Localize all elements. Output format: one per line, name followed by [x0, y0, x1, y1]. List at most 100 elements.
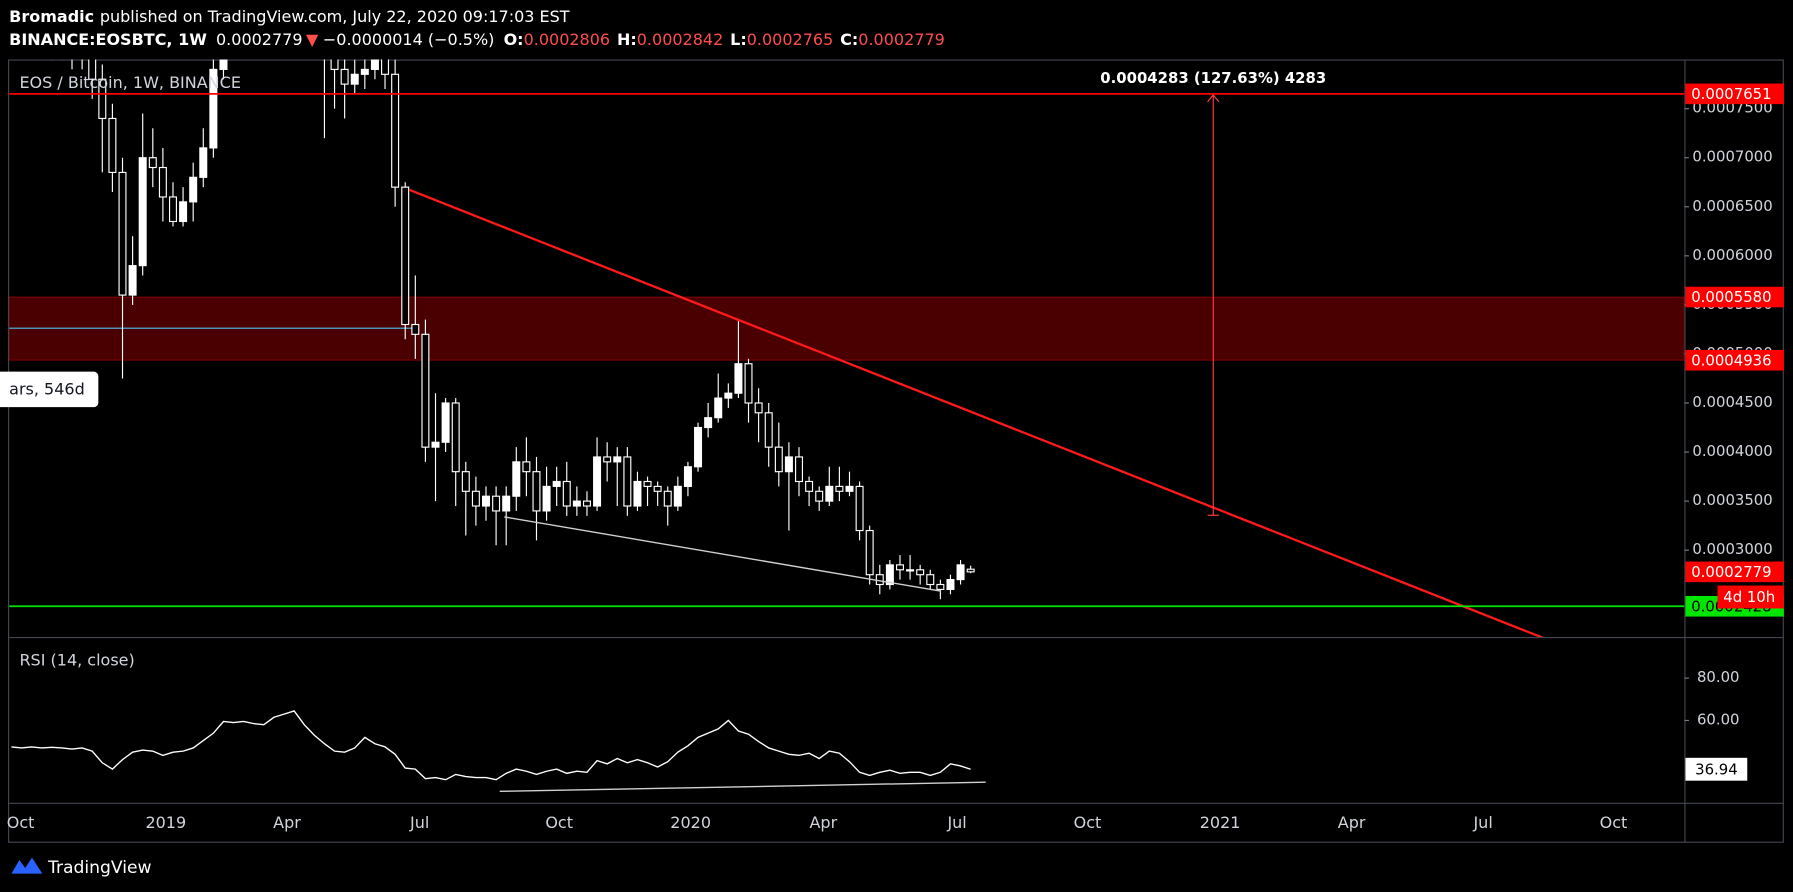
- candle-body: [451, 402, 460, 473]
- x-tick-label: Oct: [1600, 813, 1628, 832]
- rsi-line: [11, 710, 971, 781]
- candle-body: [350, 73, 359, 85]
- candle-body: [683, 466, 692, 487]
- candle-body: [825, 485, 834, 502]
- y-tick-label: 0.0003500: [1692, 491, 1772, 509]
- measure-arrow: [1207, 94, 1220, 103]
- candle-body: [956, 564, 965, 581]
- candle-body: [714, 397, 723, 419]
- y-tick-label: 0.0006000: [1692, 246, 1772, 264]
- candle-body: [219, 59, 228, 70]
- brand: TradingView: [47, 858, 152, 878]
- y-tick-label: 0.0004000: [1692, 442, 1772, 460]
- candle-body: [784, 456, 793, 473]
- countdown: 4d 10h: [1723, 588, 1775, 606]
- level-label: 0.0007651: [1691, 85, 1771, 103]
- level-label-box: [1685, 286, 1784, 308]
- candle-body: [946, 579, 955, 590]
- direction: ▼: [306, 30, 319, 49]
- author: Bromadic: [9, 7, 94, 26]
- candle-body: [542, 485, 551, 512]
- logo: [11, 857, 43, 874]
- trend-line: [504, 516, 942, 592]
- chart-title: EOS / Bitcoin, 1W, BINANCE: [19, 73, 241, 92]
- y-tick-label: 0.0003000: [1692, 540, 1772, 558]
- candle-body: [532, 471, 541, 512]
- callout-box: [0, 371, 99, 408]
- l-value: 0.0002765: [747, 30, 834, 49]
- candle-body: [572, 500, 581, 507]
- candle-body: [895, 564, 904, 571]
- x-tick-label: Oct: [545, 813, 573, 832]
- candle-body: [805, 480, 814, 492]
- callout: ars, 546d: [9, 379, 85, 398]
- change: −0.0000014 (−0.5%): [323, 30, 495, 49]
- axes: 0.0003000 0.0003500 0.0004000 0.0004500 0.00…: [7, 69, 1784, 832]
- candle-body: [411, 323, 420, 335]
- candle-body: [360, 68, 369, 75]
- o-label: O:: [504, 30, 524, 49]
- candle-body: [502, 495, 511, 512]
- candle-body: [391, 73, 400, 188]
- level-label: 0.0004936: [1691, 351, 1771, 369]
- candle-body: [481, 495, 490, 507]
- candle-body: [199, 147, 208, 178]
- candle-body: [562, 480, 571, 507]
- candle-body: [461, 471, 470, 492]
- candle-body: [441, 402, 450, 443]
- candle-body: [603, 456, 612, 463]
- candle-body: [865, 529, 874, 576]
- o-value: 0.0002806: [524, 30, 611, 49]
- last-price: 0.0002779: [216, 30, 303, 49]
- c-value: 0.0002779: [858, 30, 945, 49]
- header-quote: BINANCE:EOSBTC, 1W 0.0002779 ▼ −0.0000014 (…: [9, 30, 945, 49]
- candle-body: [431, 441, 440, 448]
- candle-body: [370, 59, 379, 70]
- x-tick-label: Apr: [273, 813, 301, 832]
- candle-body: [189, 176, 198, 203]
- candle-body: [835, 485, 844, 492]
- candle-body: [340, 68, 349, 85]
- level-label-box: [1685, 83, 1784, 105]
- h-label: H:: [617, 30, 637, 49]
- candle-body: [421, 333, 430, 448]
- logo-mark: [11, 857, 43, 874]
- l-label: L:: [730, 30, 747, 49]
- y-tick-label: 0.0004500: [1692, 393, 1772, 411]
- candle-body: [966, 568, 975, 573]
- trend-line: [499, 781, 986, 793]
- candle-body: [108, 117, 117, 173]
- candle-body: [704, 417, 713, 429]
- y-tick-label: 0.0007000: [1692, 148, 1772, 166]
- candle-body: [118, 171, 127, 296]
- candle-body: [694, 426, 703, 468]
- candle-body: [795, 456, 804, 483]
- candle-body: [663, 490, 672, 507]
- rsi-title: RSI (14, close): [19, 650, 134, 669]
- candle-body: [138, 157, 147, 267]
- x-tick-label: Jul: [1472, 813, 1492, 832]
- candle-body: [754, 402, 763, 414]
- candle-body: [179, 201, 188, 223]
- x-tick-label: 2020: [670, 813, 711, 832]
- candle-body: [623, 456, 632, 507]
- candle-body: [764, 412, 773, 448]
- h-value: 0.0002842: [637, 30, 724, 49]
- rsi-label: 36.94: [1695, 760, 1738, 778]
- candle-body: [88, 59, 97, 80]
- candle-body: [209, 68, 218, 149]
- rsi-label-box: [1685, 757, 1748, 781]
- candle-body: [582, 500, 591, 507]
- candle-body: [98, 78, 107, 120]
- y-tick-label: 80.00: [1697, 668, 1740, 686]
- published: published on TradingView.com, July 22, 2…: [100, 7, 570, 26]
- price-label: 0.0002779: [1691, 563, 1771, 581]
- x-tick-label: 2019: [145, 813, 186, 832]
- candle-body: [936, 583, 945, 590]
- candle-body: [653, 485, 662, 492]
- candle-body: [512, 461, 521, 497]
- candle-body: [593, 456, 602, 507]
- price-pane: [9, 59, 1685, 600]
